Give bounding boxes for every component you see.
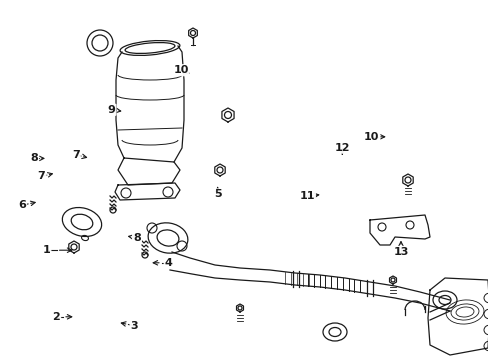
Text: 13: 13 [392,247,408,257]
Text: 3: 3 [130,321,138,331]
Text: 2: 2 [52,312,60,322]
Text: 10: 10 [363,132,379,142]
Text: 7: 7 [38,171,45,181]
Text: 8: 8 [30,153,38,163]
Text: 1: 1 [42,245,50,255]
Text: 5: 5 [213,189,221,199]
Text: 7: 7 [72,150,80,160]
Text: 12: 12 [334,143,349,153]
Text: 8: 8 [133,233,141,243]
Text: 6: 6 [18,200,26,210]
Text: 4: 4 [164,258,172,268]
Text: 9: 9 [107,105,115,115]
Text: 11: 11 [299,191,314,201]
Text: 10: 10 [173,65,188,75]
